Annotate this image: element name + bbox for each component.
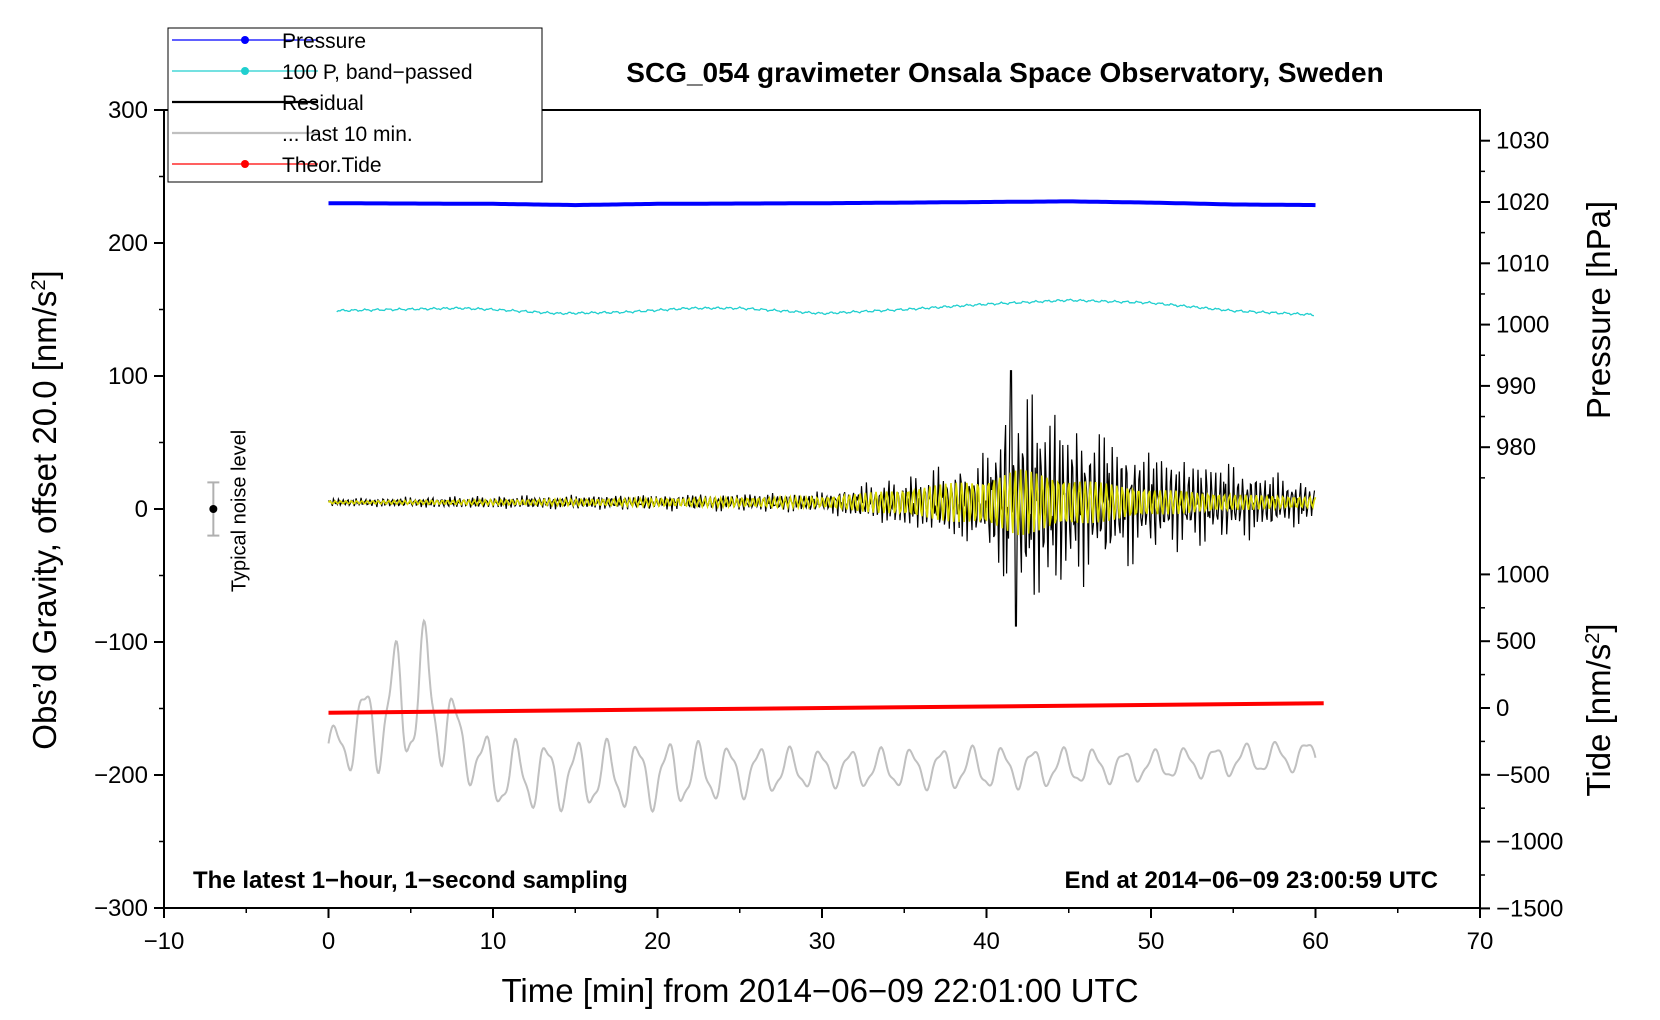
annotation-end-time: End at 2014−06−09 23:00:59 UTC [1064,867,1438,894]
y-pressure-tick-label: 1000 [1496,312,1549,339]
y-tide-tick-label: 0 [1496,695,1509,722]
legend-label: Pressure [282,30,366,53]
x-axis-title: Time [min] from 2014−06−09 22:01:00 UTC [501,972,1138,1009]
legend-marker [241,160,249,168]
x-tick-label: 30 [809,928,836,955]
annotation-sampling: The latest 1−hour, 1−second sampling [193,867,628,894]
y-left-tick-label: −300 [94,895,148,922]
y-tide-tick-label: −1500 [1496,895,1563,922]
series-last-10-min [327,618,1317,814]
y-pressure-tick-label: 990 [1496,373,1536,400]
x-tick-label: 20 [644,928,671,955]
x-tick-label: 60 [1302,928,1329,955]
y-pressure-tick-label: 1020 [1496,189,1549,216]
series-pressure [328,199,1316,208]
y-axis-tide-title: Tide [nm/s2] [1580,623,1617,796]
noise-label: Typical noise level [228,430,250,592]
series-theor-tide [328,701,1324,715]
x-tick-label: 70 [1467,928,1494,955]
y-left-tick-label: 300 [108,97,148,124]
y-pressure-tick-label: 980 [1496,434,1536,461]
x-tick-label: 10 [480,928,507,955]
y-left-tick-label: −200 [94,762,148,789]
y-left-tick-label: 0 [135,496,148,523]
noise-point [209,505,218,513]
legend: Pressure 100 P, band−passed Residual ... la… [167,27,543,183]
x-tick-label: −10 [144,928,185,955]
y-left-tick-label: −100 [94,629,148,656]
y-axis-pressure-title: Pressure [hPa] [1580,201,1617,419]
series-band-passed [336,298,1315,317]
noise-level-indicator: Typical noise level [207,430,250,592]
legend-label: 100 P, band−passed [282,61,473,84]
y-axis-tide: 1000 500 0 −500 −1000 −1500 [1480,561,1563,922]
legend-label: ... last 10 min. [282,123,413,146]
x-axis: −10 0 10 20 30 40 50 60 70 [144,908,1494,955]
y-pressure-tick-label: 1030 [1496,128,1549,155]
legend-marker [241,67,249,75]
x-tick-label: 50 [1138,928,1165,955]
legend-label: Residual [282,92,364,115]
y-pressure-tick-label: 1010 [1496,250,1549,277]
y-axis-left: 300 200 100 0 −100 −200 −300 [94,97,164,922]
y-tide-tick-label: 1000 [1496,561,1549,588]
y-axis-left-title: Obs’d Gravity, offset 20.0 [nm/s2] [26,270,63,749]
legend-box [167,27,543,183]
legend-label: Theor.Tide [282,154,382,177]
x-tick-label: 40 [973,928,1000,955]
y-tide-tick-label: −1000 [1496,829,1563,856]
x-tick-label: 0 [322,928,335,955]
y-left-tick-label: 100 [108,363,148,390]
chart-title: SCG_054 gravimeter Onsala Space Observat… [626,57,1383,88]
legend-marker [241,36,249,44]
y-tide-tick-label: 500 [1496,628,1536,655]
y-axis-pressure: 1030 1020 1010 1000 990 980 [1480,128,1549,479]
y-tide-tick-label: −500 [1496,762,1550,789]
series-group [327,199,1324,814]
series-residual-smoothed [327,469,1317,536]
y-left-tick-label: 200 [108,230,148,257]
